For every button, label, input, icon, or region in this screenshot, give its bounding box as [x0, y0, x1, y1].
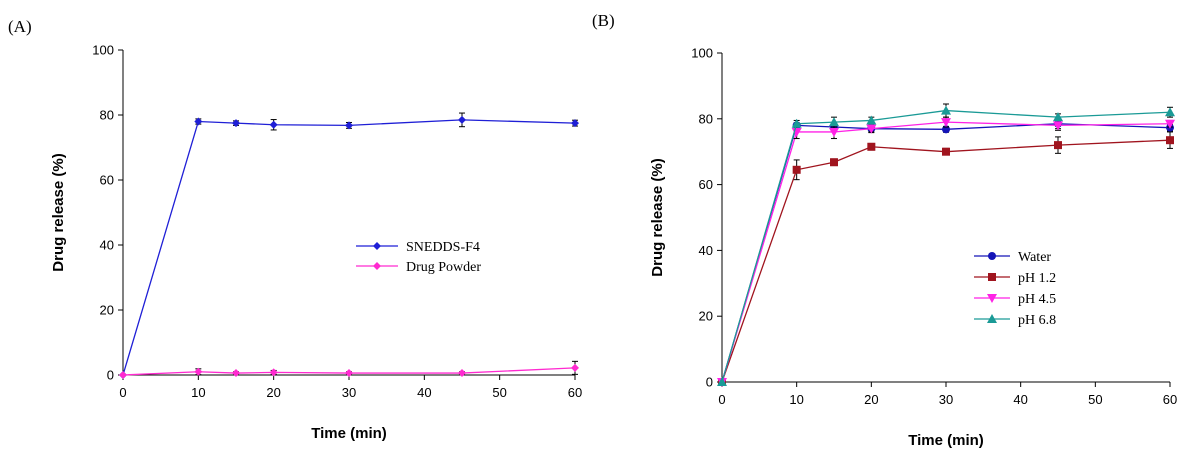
data-point [571, 363, 579, 372]
x-tick-label: 10 [191, 385, 205, 400]
data-point [830, 158, 838, 167]
data-point [269, 120, 278, 129]
x-tick-label: 0 [119, 385, 126, 400]
y-tick-label: 100 [92, 43, 114, 58]
y-tick-label: 0 [107, 368, 114, 383]
data-point [717, 377, 727, 386]
legend-marker [988, 252, 996, 260]
data-point [194, 117, 203, 126]
x-tick-label: 50 [1088, 392, 1102, 407]
data-point [1053, 121, 1063, 131]
series-line [721, 121, 1171, 383]
y-tick-label: 60 [699, 177, 713, 192]
x-tick-label: 40 [417, 385, 431, 400]
legend-label: pH 4.5 [1018, 292, 1056, 307]
x-tick-label: 0 [718, 392, 725, 407]
data-point [866, 124, 877, 134]
data-point [269, 368, 278, 377]
panel-b: (B) 0 20 40 60 80 100 0 10 20 30 40 50 60 Time (min) Dr… [592, 11, 1177, 449]
data-point [867, 142, 876, 151]
legend-label: Drug Powder [406, 260, 481, 275]
data-point [194, 367, 203, 376]
data-point [1165, 107, 1175, 117]
data-point [345, 121, 353, 130]
legend-marker [373, 242, 381, 250]
legend: Water pH 1.2 pH 4.5 pH 6.8 [974, 250, 1056, 328]
data-point [866, 115, 877, 125]
legend-marker [373, 262, 381, 270]
data-point [942, 147, 950, 156]
y-tick-label: 40 [100, 238, 114, 253]
x-tick-label: 30 [342, 385, 356, 400]
y-tick-label: 100 [691, 46, 713, 61]
x-tick-label: 20 [864, 392, 878, 407]
data-point [941, 118, 951, 128]
legend-marker [988, 273, 996, 281]
data-point [941, 105, 951, 115]
x-tick-label: 30 [939, 392, 953, 407]
data-point [792, 165, 801, 174]
legend-label: SNEDDS-F4 [406, 240, 480, 255]
y-axis-title: Drug release (%) [649, 158, 666, 276]
series-snedds-f4 [119, 112, 579, 379]
y-tick-label: 60 [100, 173, 114, 188]
data-point [232, 369, 240, 378]
data-point [829, 117, 839, 127]
data-point [458, 115, 466, 124]
data-point [232, 119, 240, 128]
x-tick-label: 10 [789, 392, 803, 407]
series-ph-4-5 [717, 116, 1175, 387]
legend-label: pH 6.8 [1018, 313, 1056, 328]
x-tick-label: 60 [1163, 392, 1177, 407]
y-tick-label: 0 [706, 375, 713, 390]
legend-marker [987, 314, 997, 323]
data-point [119, 371, 127, 379]
panel-a: (A) 0 20 40 60 80 100 0 10 20 30 40 50 60 Time (min) Dr… [8, 17, 582, 442]
series-line [721, 139, 1171, 383]
x-tick-label: 50 [492, 385, 506, 400]
y-tick-label: 80 [699, 111, 713, 126]
data-point [571, 119, 579, 128]
series-ph-1-2 [718, 131, 1174, 386]
series-drug-powder [119, 360, 579, 379]
series-ph-6-8 [717, 103, 1175, 386]
panel-label: (B) [592, 11, 615, 30]
y-tick-label: 20 [699, 309, 713, 324]
data-point [829, 127, 839, 137]
x-tick-label: 20 [266, 385, 280, 400]
series-line [122, 119, 576, 376]
legend-label: pH 1.2 [1018, 271, 1056, 286]
legend-label: Water [1018, 250, 1051, 265]
data-point [345, 369, 353, 378]
legend: SNEDDS-F4 Drug Powder [356, 240, 481, 275]
data-point [1165, 119, 1175, 129]
legend-marker [987, 294, 997, 303]
data-point [791, 118, 802, 128]
data-point [1053, 112, 1063, 122]
y-tick-label: 80 [100, 108, 114, 123]
series-line [721, 123, 1171, 383]
data-point [1054, 141, 1062, 150]
y-axis-title: Drug release (%) [50, 153, 67, 271]
data-point [458, 369, 466, 378]
y-tick-label: 40 [699, 243, 713, 258]
x-axis-title: Time (min) [908, 432, 984, 449]
panel-label: (A) [8, 17, 32, 36]
data-point [1166, 136, 1174, 145]
x-axis-title: Time (min) [311, 425, 387, 442]
y-tick-label: 20 [100, 303, 114, 318]
x-tick-label: 40 [1013, 392, 1027, 407]
x-tick-label: 60 [568, 385, 582, 400]
